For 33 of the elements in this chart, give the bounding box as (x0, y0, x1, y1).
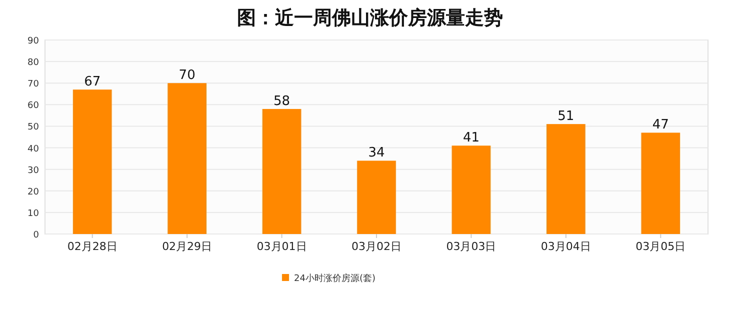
data-label: 51 (558, 109, 574, 124)
x-tick-label: 02月28日 (67, 240, 118, 253)
x-tick-label: 03月05日 (636, 240, 686, 253)
y-tick-label: 90 (28, 36, 40, 46)
x-tick-label: 03月01日 (256, 240, 307, 253)
y-tick-label: 40 (28, 144, 40, 154)
data-label: 67 (84, 74, 101, 90)
bar (168, 83, 206, 234)
bar (452, 146, 491, 234)
bar (546, 124, 586, 234)
x-tick-label: 03月02日 (352, 240, 402, 253)
bar (357, 160, 396, 234)
data-label: 47 (652, 118, 669, 133)
y-tick-label: 50 (28, 122, 40, 133)
legend-label: 24小时涨价房源(套) (294, 273, 376, 284)
chart-title: 图：近一周佛山涨价房源量走势 (237, 7, 503, 29)
x-tick-label: 03月03日 (446, 240, 496, 253)
y-tick-label: 80 (28, 58, 40, 68)
y-tick-label: 70 (28, 80, 40, 90)
bar (72, 90, 112, 234)
data-label: 70 (178, 68, 196, 84)
y-tick-label: 60 (28, 101, 40, 112)
y-tick-label: 20 (28, 187, 40, 198)
x-tick-label: 02月29日 (162, 240, 212, 253)
data-label: 41 (462, 130, 480, 146)
y-tick-label: 10 (28, 208, 40, 219)
bar (262, 108, 302, 234)
x-tick-label: 03月04日 (540, 240, 591, 253)
y-tick-label: 0 (33, 230, 40, 240)
data-label: 34 (368, 146, 385, 161)
data-label: 58 (274, 94, 290, 109)
bar (641, 132, 680, 234)
y-tick-label: 30 (28, 166, 40, 176)
